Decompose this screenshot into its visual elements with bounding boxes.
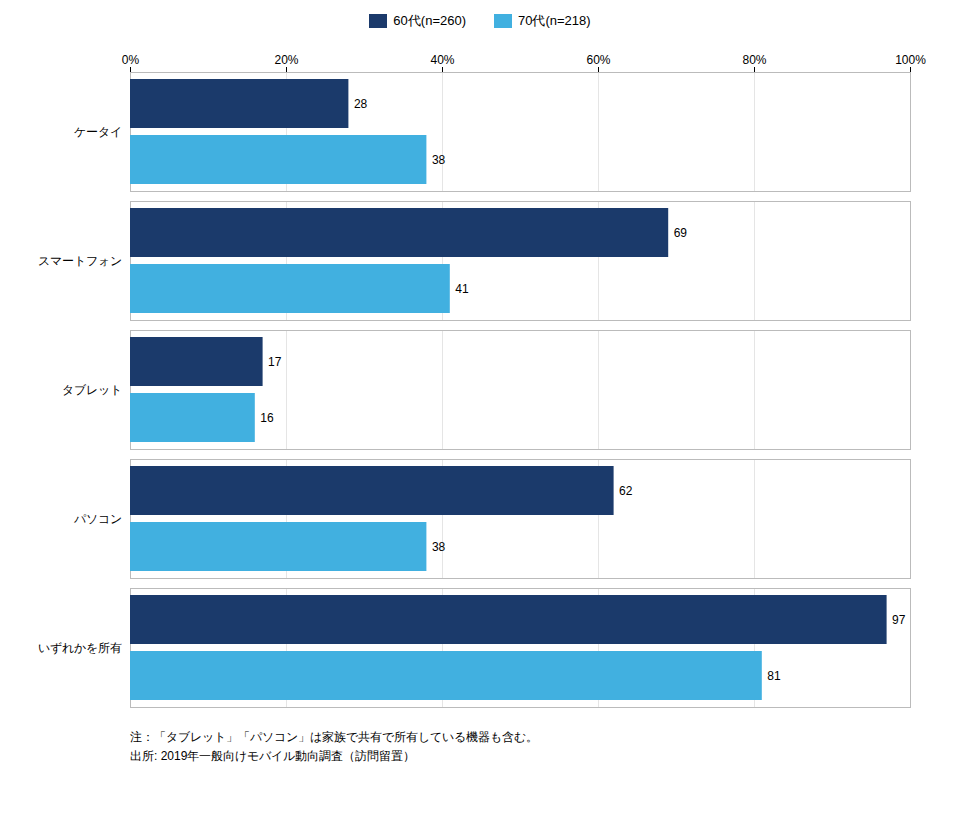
svg-text:38: 38 xyxy=(432,540,446,554)
svg-text:69: 69 xyxy=(674,226,688,240)
svg-text:いずれかを所有: いずれかを所有 xyxy=(38,641,122,655)
svg-text:41: 41 xyxy=(455,282,469,296)
svg-text:97: 97 xyxy=(892,613,906,627)
svg-text:60%: 60% xyxy=(586,53,610,67)
svg-text:80%: 80% xyxy=(742,53,766,67)
svg-text:17: 17 xyxy=(268,355,282,369)
svg-text:タブレット: タブレット xyxy=(62,383,122,397)
svg-text:38: 38 xyxy=(432,153,446,167)
svg-text:40%: 40% xyxy=(430,53,454,67)
svg-text:62: 62 xyxy=(619,484,633,498)
svg-text:パソコン: パソコン xyxy=(73,512,122,526)
html-text:60代(n=260): 60代(n=260) xyxy=(393,13,466,28)
svg-text:100%: 100% xyxy=(895,53,926,67)
svg-text:16: 16 xyxy=(260,411,274,425)
html-text:注：「タブレット」「パソコン」は家族で共有で所有している機器: 注：「タブレット」「パソコン」は家族で共有で所有している機器も含む。 xyxy=(130,730,538,744)
html-text:70代(n=218): 70代(n=218) xyxy=(518,13,591,28)
html-text:出所: 2019年一般向けモバイル動向調査（訪問留置）: 出所: 2019年一般向けモバイル動向調査（訪問留置） xyxy=(130,749,416,764)
svg-text:81: 81 xyxy=(767,669,781,683)
svg-text:ケータイ: ケータイ xyxy=(74,125,122,139)
svg-text:28: 28 xyxy=(354,97,368,111)
svg-text:0%: 0% xyxy=(122,53,140,67)
svg-text:スマートフォン: スマートフォン xyxy=(38,254,122,268)
svg-text:20%: 20% xyxy=(274,53,298,67)
